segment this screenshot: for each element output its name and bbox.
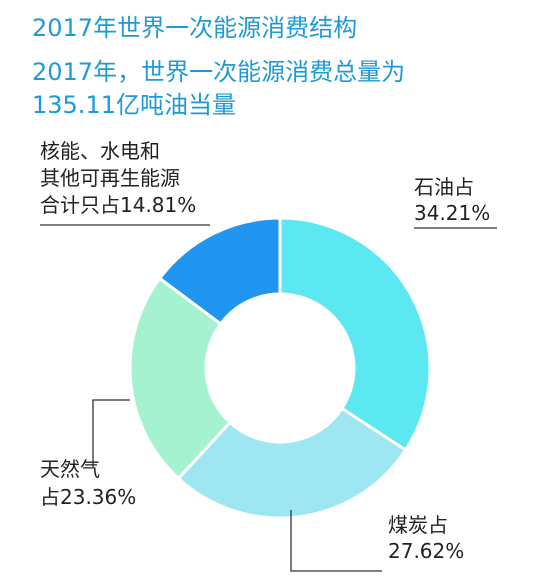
chart-subtitle: 2017年，世界一次能源消费总量为 135.11亿吨油当量: [32, 58, 406, 119]
slice-label: 27.62%: [388, 539, 464, 563]
pie-slice: [128, 276, 233, 481]
leader-line: [92, 399, 130, 467]
slice-label: 天然气: [40, 457, 100, 481]
slice-label: 34.21%: [414, 201, 490, 225]
slice-label: 其他可再生能源: [40, 166, 180, 190]
slice-label: 石油占: [414, 175, 474, 199]
slice-label: 占23.36%: [40, 485, 136, 509]
slice-label: 合计只占14.81%: [40, 193, 196, 217]
pie-slice: [176, 406, 408, 520]
slice-label: 煤炭占: [388, 513, 448, 537]
pie-slice: [157, 216, 282, 326]
leader-line: [290, 510, 382, 572]
pie-slice: [278, 216, 432, 453]
slice-label: 核能、水电和: [40, 139, 160, 163]
chart-title: 2017年世界一次能源消费结构: [32, 14, 358, 42]
